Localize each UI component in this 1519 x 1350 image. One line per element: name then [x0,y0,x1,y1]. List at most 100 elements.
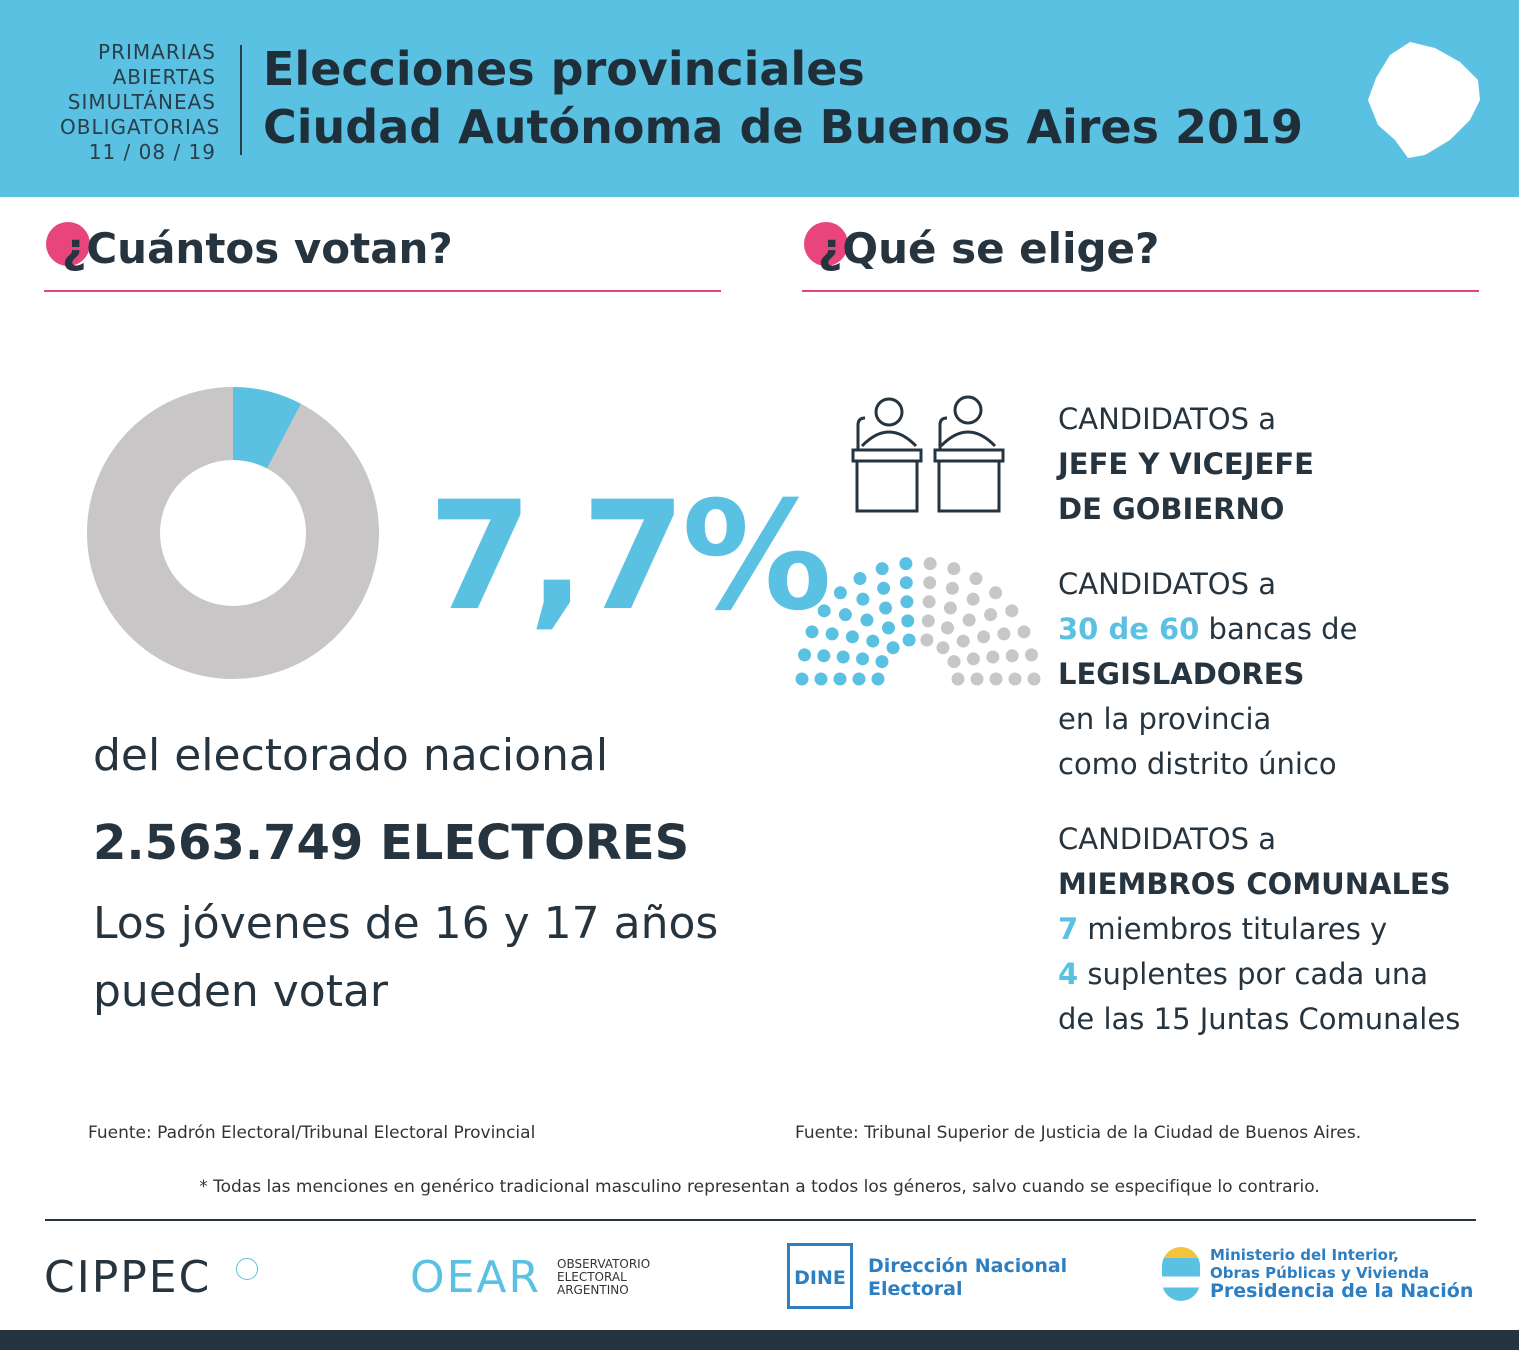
seat-dot [877,581,891,595]
heading-dot [46,222,90,266]
logo-dine-box [787,1243,853,1309]
share-label: 7,7% [428,470,832,644]
seat-dot [922,595,936,609]
seat-dot [923,576,937,590]
rule [44,290,721,292]
seat-dot [966,592,980,606]
logo-line: Dirección Nacional [868,1255,1068,1277]
text-line: LEGISLADORES [1058,652,1357,697]
text-segment: miembros titulares y [1078,912,1388,946]
heading-dot [804,222,848,266]
text-segment: 7 [1058,912,1079,946]
seat-dot [838,608,852,622]
seat-dot [899,576,913,590]
seat-dot [997,627,1011,641]
seat-dot [902,633,916,647]
seat-dot [941,621,954,635]
seat-dot [1017,625,1031,639]
text-line: de las 15 Juntas Comunales [1058,997,1460,1042]
text-segment: MIEMBROS COMUNALES [1058,867,1451,901]
seat-dot [871,672,885,686]
seat-dot [984,608,998,622]
text-segment: CANDIDATOS a [1058,822,1277,856]
seat-dot [977,630,991,644]
text-segment: suplentes por cada una [1078,957,1429,991]
seat-dot [943,601,957,615]
seat-dot [879,601,893,615]
seat-dot [956,634,970,648]
text-segment: 4 [1058,957,1079,991]
kicker-line: SIMULTÁNEAS [67,90,216,114]
seat-dot [845,630,859,644]
text-segment: JEFE Y VICEJEFE [1058,447,1314,481]
seat-dot [875,655,889,669]
kicker-line: PRIMARIAS [98,40,216,64]
seat-dot [962,613,976,627]
logo-dine: DINE [794,1267,846,1289]
seat-dot [1027,672,1041,686]
divider [240,45,242,155]
logo-dine-name: Dirección Nacional Electoral [868,1255,1067,1301]
seat-dot [989,672,1003,686]
logo-cippec: CIPPEC [44,1252,212,1303]
seat-dot [966,652,980,666]
text-line: MIEMBROS COMUNALES [1058,862,1460,907]
seat-dot [951,672,965,686]
text-block: CANDIDATOS a 30 de 60 bancas de LEGISLADOR… [1058,562,1357,787]
kicker-line: ABIERTAS [112,65,216,89]
seat-dot [923,557,937,571]
text-line: como distrito único [1058,742,1357,787]
footnote: * Todas las menciones en genérico tradic… [199,1177,1320,1197]
right-heading: ¿Qué se elige? [818,224,1160,273]
text-segment: bancas de [1199,612,1358,646]
text-line: CANDIDATOS a [1058,562,1357,607]
text-block: CANDIDATOS a MIEMBROS COMUNALES 7 miembros… [1058,817,1460,1042]
seat-dot [886,641,900,655]
seat-dot [852,672,866,686]
seat-dot [860,613,874,627]
text-segment: de las 15 Juntas Comunales [1058,1002,1461,1036]
text-segment: CANDIDATOS a [1058,402,1277,436]
text-line: 2.563.749 ELECTORES [93,815,690,871]
seat-dot [795,672,809,686]
logo-line: Presidencia de la Nación [1210,1280,1474,1302]
seat-dot [947,562,961,576]
text-line: en la provincia [1058,697,1357,742]
seat-dot [805,625,819,639]
footer-bar [0,1330,1519,1350]
text-segment: DE GOBIERNO [1058,492,1285,526]
logo-line: Obras Públicas y Vivienda [1210,1264,1430,1282]
text-line: del electorado nacional [93,730,609,781]
seat-dot [1024,648,1038,662]
text-line: CANDIDATOS a [1058,397,1314,442]
seat-dot [866,634,880,648]
logo-oear: OEAR [410,1252,542,1303]
seat-dot [798,648,812,662]
text-line: 4 suplentes por cada una [1058,952,1460,997]
seat-dot [945,581,959,595]
seat-dot [814,672,828,686]
seat-dot [899,557,913,571]
seat-dot [833,672,847,686]
seat-dot [969,572,983,586]
seat-dot [901,614,915,628]
logo-badge [236,1258,258,1280]
left-heading: ¿Cuántos votan? [62,224,453,273]
text-line: 30 de 60 bancas de [1058,607,1357,652]
seat-dot [970,672,984,686]
seat-dot [825,627,839,641]
seat-dot [817,649,831,663]
logo-oear-sub: OBSERVATORIO ELECTORAL ARGENTINO [557,1258,650,1297]
seat-dot [833,586,847,600]
kicker: PRIMARIAS ABIERTAS SIMULTÁNEAS OBLIGATORIAS… [60,40,219,165]
text-line: Los jóvenes de 16 y 17 años [93,898,719,949]
seat-dot [947,655,961,669]
text-line: 7 miembros titulares y [1058,907,1460,952]
rule [45,1219,1476,1221]
text-line: JEFE Y VICEJEFE [1058,442,1314,487]
seat-dot [920,633,934,647]
text-line: CANDIDATOS a [1058,817,1460,862]
title: Elecciones provinciales Ciudad Autónoma d… [263,40,1303,156]
text-segment: CANDIDATOS a [1058,567,1277,601]
